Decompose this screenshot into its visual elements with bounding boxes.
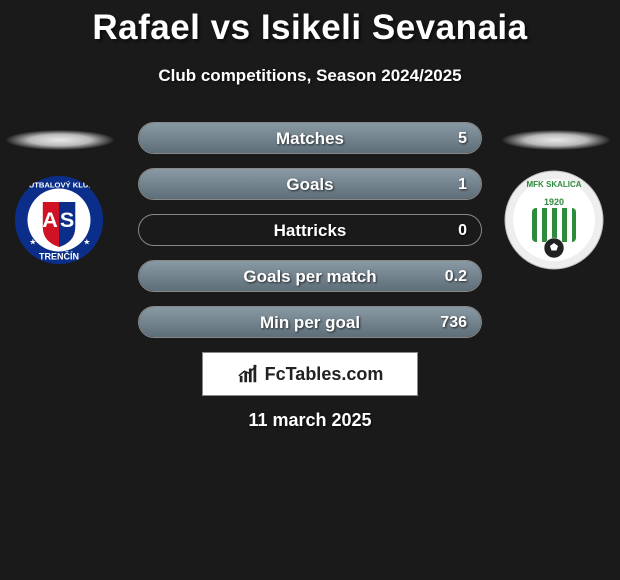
subtitle: Club competitions, Season 2024/2025 (0, 66, 620, 86)
player1-name: Rafael (92, 8, 200, 47)
stat-value-right: 0 (458, 215, 467, 245)
comparison-title: Rafael vs Isikeli Sevanaia (0, 0, 620, 48)
stat-row: Min per goal 736 (138, 306, 482, 338)
date-text: 11 march 2025 (0, 410, 620, 431)
svg-text:★: ★ (29, 237, 36, 246)
shadow-right (502, 130, 610, 150)
stat-label: Min per goal (139, 307, 481, 337)
stat-label: Goals (139, 169, 481, 199)
club-logo-left: FUTBALOVÝ KLUB TRENČÍN ★ ★ A S (14, 175, 104, 265)
chart-icon (237, 363, 259, 385)
stat-row: Hattricks 0 (138, 214, 482, 246)
svg-text:TRENČÍN: TRENČÍN (39, 251, 79, 262)
club-logo-right: MFK SKALICA 1920 (504, 170, 604, 270)
stat-value-right: 1 (458, 169, 467, 199)
stat-label: Matches (139, 123, 481, 153)
stat-row: Matches 5 (138, 122, 482, 154)
brand-link[interactable]: FcTables.com (202, 352, 418, 396)
shadow-left (6, 130, 114, 150)
brand-text: FcTables.com (265, 364, 384, 385)
vs-text: vs (211, 8, 251, 47)
svg-text:★: ★ (83, 237, 90, 246)
stat-label: Hattricks (139, 215, 481, 245)
svg-text:S: S (60, 207, 74, 232)
stat-value-right: 736 (440, 307, 467, 337)
stat-row: Goals 1 (138, 168, 482, 200)
svg-text:MFK SKALICA: MFK SKALICA (526, 180, 581, 189)
stat-rows: Matches 5 Goals 1 Hattricks 0 Goals per … (138, 122, 482, 352)
player2-name: Isikeli Sevanaia (261, 8, 528, 47)
stat-value-right: 5 (458, 123, 467, 153)
svg-text:1920: 1920 (544, 197, 564, 207)
stat-label: Goals per match (139, 261, 481, 291)
svg-text:A: A (42, 207, 58, 232)
stat-value-right: 0.2 (445, 261, 467, 291)
stat-row: Goals per match 0.2 (138, 260, 482, 292)
svg-text:FUTBALOVÝ KLUB: FUTBALOVÝ KLUB (24, 181, 94, 190)
